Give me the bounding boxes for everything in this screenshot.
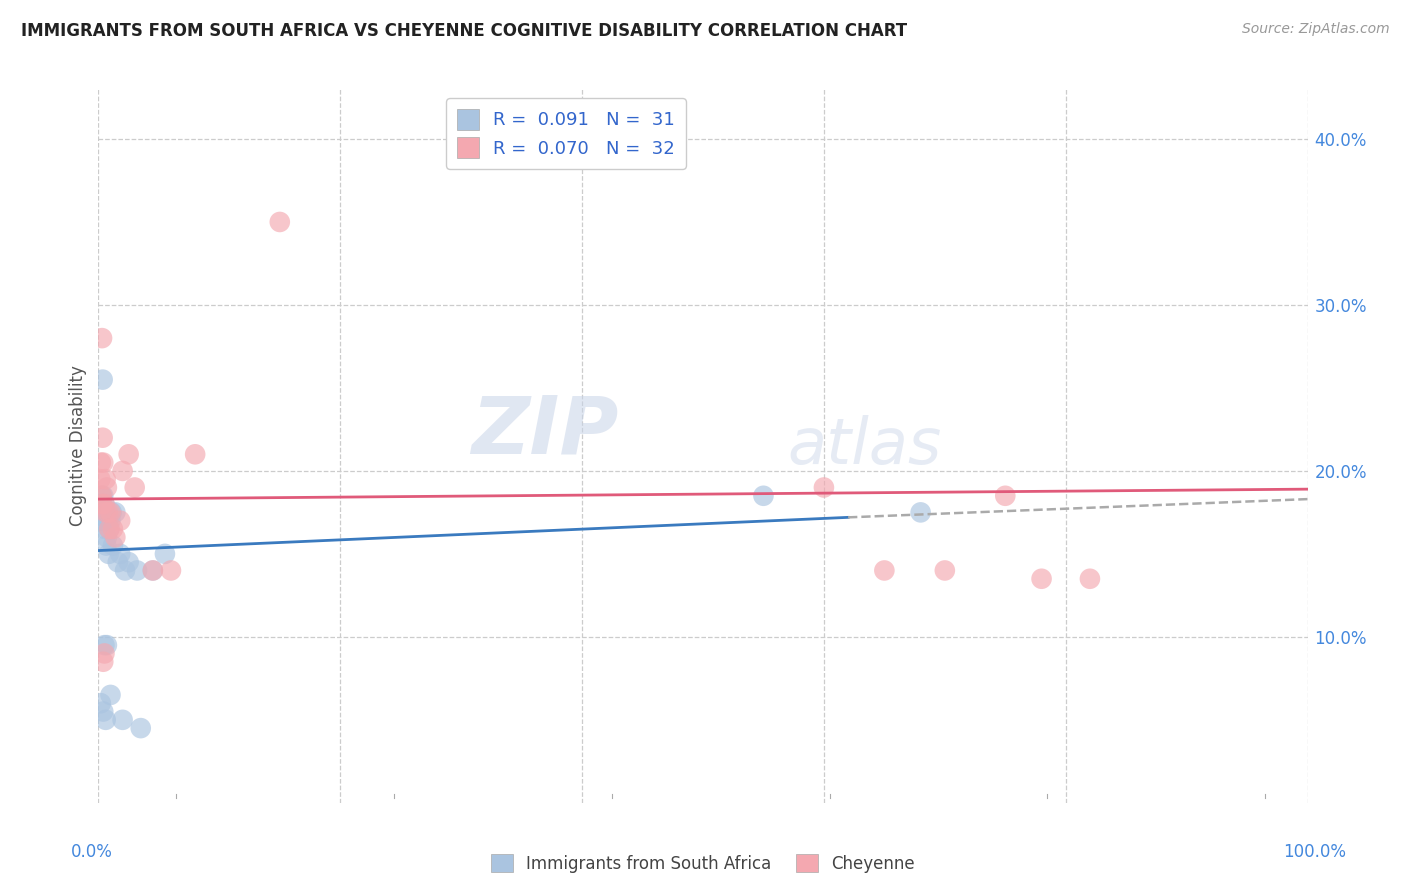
Point	[100, 505, 122, 519]
Point	[97, 547, 120, 561]
Point	[91, 497, 114, 511]
Point	[111, 713, 134, 727]
Point	[90, 456, 112, 470]
Point	[96, 530, 118, 544]
Point	[93, 514, 115, 528]
Point	[100, 505, 122, 519]
Point	[94, 522, 117, 536]
Point	[153, 547, 176, 561]
Point	[98, 522, 121, 536]
Point	[94, 472, 117, 486]
Point	[101, 539, 124, 553]
Point	[910, 505, 932, 519]
Point	[90, 514, 112, 528]
Point	[97, 514, 120, 528]
Point	[96, 539, 118, 553]
Point	[994, 489, 1017, 503]
Point	[91, 489, 114, 503]
Point	[124, 481, 146, 495]
Point	[91, 456, 114, 470]
Point	[269, 215, 291, 229]
Point	[108, 547, 131, 561]
Text: atlas: atlas	[787, 415, 942, 477]
Point	[93, 638, 115, 652]
Text: Source: ZipAtlas.com: Source: ZipAtlas.com	[1241, 22, 1389, 37]
Point	[114, 564, 136, 578]
Point	[89, 505, 111, 519]
Point	[96, 638, 118, 652]
Point	[98, 522, 121, 536]
Point	[90, 489, 112, 503]
Point	[160, 564, 183, 578]
Point	[100, 688, 122, 702]
Point	[104, 505, 127, 519]
Point	[184, 447, 207, 461]
Point	[142, 564, 165, 578]
Point	[108, 514, 131, 528]
Point	[90, 696, 112, 710]
Point	[94, 505, 117, 519]
Point	[97, 505, 120, 519]
Point	[91, 655, 114, 669]
Point	[127, 564, 149, 578]
Point	[91, 373, 114, 387]
Point	[107, 555, 129, 569]
Point	[100, 514, 122, 528]
Point	[91, 489, 114, 503]
Point	[752, 489, 775, 503]
Point	[96, 481, 118, 495]
Point	[93, 497, 115, 511]
Point	[90, 497, 112, 511]
Point	[934, 564, 956, 578]
Point	[111, 464, 134, 478]
Text: ZIP: ZIP	[471, 392, 619, 471]
Legend: R =  0.091   N =  31, R =  0.070   N =  32: R = 0.091 N = 31, R = 0.070 N = 32	[446, 98, 686, 169]
Point	[1078, 572, 1101, 586]
Point	[118, 447, 141, 461]
Text: 100.0%: 100.0%	[1284, 843, 1346, 861]
Point	[94, 505, 117, 519]
Text: 0.0%: 0.0%	[70, 843, 112, 861]
Point	[101, 522, 124, 536]
Point	[93, 497, 115, 511]
Point	[89, 472, 111, 486]
Text: IMMIGRANTS FROM SOUTH AFRICA VS CHEYENNE COGNITIVE DISABILITY CORRELATION CHART: IMMIGRANTS FROM SOUTH AFRICA VS CHEYENNE…	[21, 22, 907, 40]
Point	[91, 331, 114, 345]
Point	[813, 481, 835, 495]
Point	[118, 555, 141, 569]
Point	[93, 647, 115, 661]
Point	[129, 721, 152, 735]
Legend: Immigrants from South Africa, Cheyenne: Immigrants from South Africa, Cheyenne	[485, 847, 921, 880]
Point	[91, 505, 114, 519]
Y-axis label: Cognitive Disability: Cognitive Disability	[69, 366, 87, 526]
Point	[1031, 572, 1053, 586]
Point	[91, 705, 114, 719]
Point	[873, 564, 896, 578]
Point	[104, 530, 127, 544]
Point	[142, 564, 165, 578]
Point	[94, 713, 117, 727]
Point	[91, 431, 114, 445]
